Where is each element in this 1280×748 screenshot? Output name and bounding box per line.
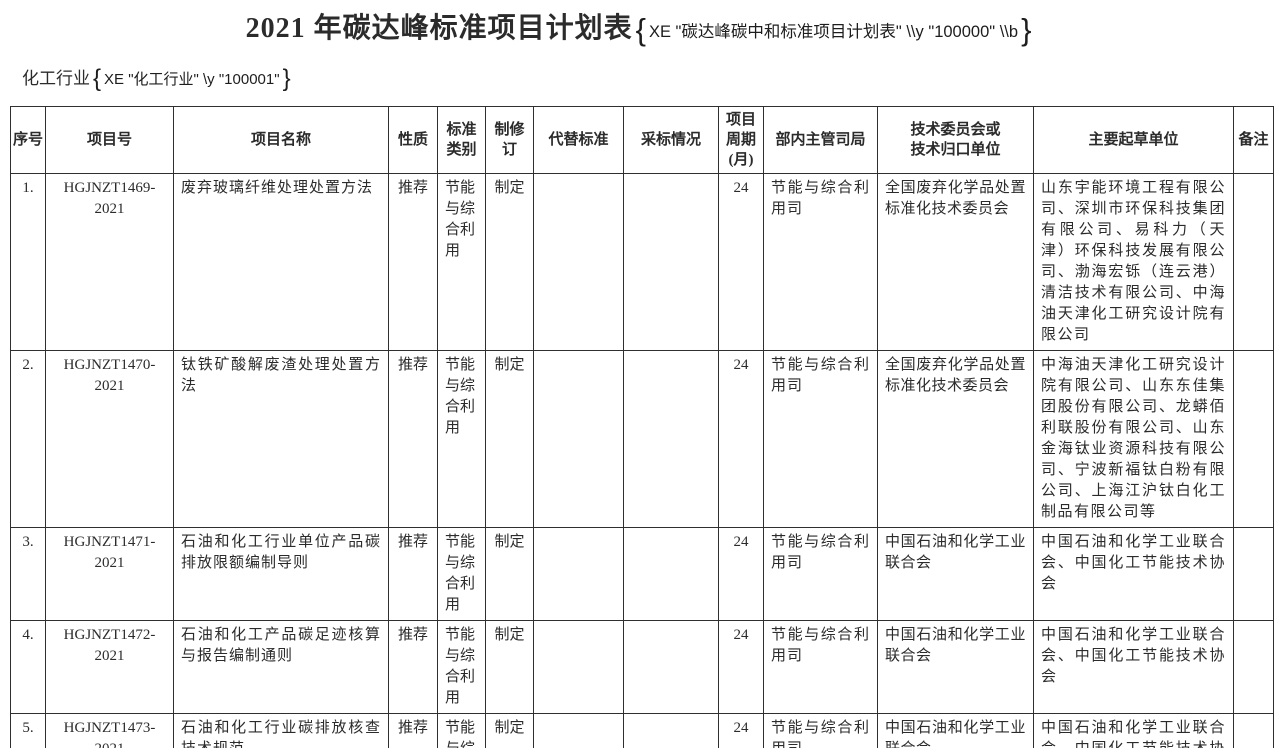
column-header-action: 制修订 [485,106,534,174]
cell-committee: 全国废弃化学品处置标准化技术委员会 [877,350,1034,528]
cell-no: 1. [10,173,46,351]
cell-action: 制定 [485,173,534,351]
cell-nature: 推荐 [388,620,438,714]
column-header-nature: 性质 [388,106,438,174]
cell-period: 24 [718,350,764,528]
cell-category: 节能与综合利用 [437,713,486,748]
cell-period: 24 [718,527,764,621]
cell-drafters: 中国石油和化学工业联合会、中国化工节能技术协会 [1033,713,1234,748]
section-label: 化工行业 [22,69,90,88]
column-header-no: 序号 [10,106,46,174]
cell-name: 钛铁矿酸解废渣处理处置方法 [173,350,389,528]
cell-adoption [623,527,719,621]
cell-action: 制定 [485,350,534,528]
column-header-name: 项目名称 [173,106,389,174]
cell-committee: 中国石油和化学工业联合会 [877,713,1034,748]
cell-replaced [533,173,624,351]
cell-adoption [623,350,719,528]
cell-nature: 推荐 [388,527,438,621]
cell-drafters: 山东宇能环境工程有限公司、深圳市环保科技集团有限公司、易科力（天津）环保科技发展… [1033,173,1234,351]
cell-action: 制定 [485,620,534,714]
cell-no: 3. [10,527,46,621]
document-title-line: 2021 年碳达峰标准项目计划表{XE "碳达峰碳中和标准项目计划表" \\y … [0,6,1280,48]
cell-category: 节能与综合利用 [437,620,486,714]
cell-no: 4. [10,620,46,714]
cell-nature: 推荐 [388,350,438,528]
cell-committee: 中国石油和化学工业联合会 [877,620,1034,714]
column-header-committee: 技术委员会或 技术归口单位 [877,106,1034,174]
cell-dept: 节能与综合利用司 [763,713,878,748]
field-open-brace: { [93,65,102,92]
column-header-dept: 部内主管司局 [763,106,878,174]
page-title: 2021 年碳达峰标准项目计划表 [245,13,633,44]
cell-dept: 节能与综合利用司 [763,527,878,621]
column-header-period: 项目周期(月) [718,106,764,174]
table-row: 5.HGJNZT1473-2021石油和化工行业碳排放核查技术规范推荐节能与综合… [10,713,1274,748]
cell-no: 5. [10,713,46,748]
column-header-replaced: 代替标准 [533,106,624,174]
cell-replaced [533,527,624,621]
cell-nature: 推荐 [388,173,438,351]
cell-code: HGJNZT1470-2021 [45,350,174,528]
cell-no: 2. [10,350,46,528]
cell-adoption [623,713,719,748]
column-header-drafters: 主要起草单位 [1033,106,1234,174]
field-close-brace: } [1021,12,1032,47]
cell-remark [1233,173,1274,351]
cell-replaced [533,350,624,528]
cell-dept: 节能与综合利用司 [763,350,878,528]
cell-name: 石油和化工行业碳排放核查技术规范 [173,713,389,748]
cell-nature: 推荐 [388,713,438,748]
cell-name: 废弃玻璃纤维处理处置方法 [173,173,389,351]
cell-period: 24 [718,620,764,714]
table-row: 4. HGJNZT1472-2021 石油和化工产品碳足迹核算与报告编制通则 推荐 节能… [10,620,1274,714]
table-row: 2. HGJNZT1470-2021 钛铁矿酸解废渣处理处置方法 推荐 节能与综合利用制… [10,350,1274,528]
cell-dept: 节能与综合利用司 [763,620,878,714]
cell-code: HGJNZT1472-2021 [45,620,174,714]
cell-period: 24 [718,173,764,351]
cell-drafters: 中海油天津化工研究设计院有限公司、山东东佳集团股份有限公司、龙蟒佰利联股份有限公… [1033,350,1234,528]
section-heading: 化工行业{XE "化工行业" \y "100001"} [22,64,1280,93]
cell-name: 石油和化工行业单位产品碳排放限额编制导则 [173,527,389,621]
field-code-text: XE "碳达峰碳中和标准项目计划表" \\y "100000" \\b [648,23,1019,41]
field-close-brace: } [282,65,291,92]
cell-code: HGJNZT1471-2021 [45,527,174,621]
cell-name: 石油和化工产品碳足迹核算与报告编制通则 [173,620,389,714]
cell-drafters: 中国石油和化学工业联合会、中国化工节能技术协会 [1033,527,1234,621]
cell-code: HGJNZT1469-2021 [45,173,174,351]
section-index-field-code: {XE "化工行业" \y "100001"} [90,65,294,92]
cell-category: 节能与综合利用 [437,350,486,528]
cell-category: 节能与综合利用 [437,527,486,621]
cell-committee: 全国废弃化学品处置标准化技术委员会 [877,173,1034,351]
table-row: 3. HGJNZT1471-2021 石油和化工行业单位产品碳排放限额编制导则 推荐节… [10,527,1274,621]
column-header-code: 项目号 [45,106,174,174]
cell-drafters: 中国石油和化学工业联合会、中国化工节能技术协会 [1033,620,1234,714]
cell-dept: 节能与综合利用司 [763,173,878,351]
cell-adoption [623,620,719,714]
cell-remark [1233,350,1274,528]
title-index-field-code: {XE "碳达峰碳中和标准项目计划表" \\y "100000" \\b} [633,12,1035,47]
table-row: 1. HGJNZT1469-2021 废弃玻璃纤维处理处置方法 推荐 节能与综合利用 制定… [10,173,1274,351]
cell-remark [1233,713,1274,748]
cell-committee: 中国石油和化学工业联合会 [877,527,1034,621]
cell-adoption [623,173,719,351]
cell-category: 节能与综合利用 [437,173,486,351]
field-code-text: XE "化工行业" \y "100001" [104,71,280,88]
cell-code: HGJNZT1473-2021 [45,713,174,748]
cell-action: 制定 [485,527,534,621]
cell-remark [1233,527,1274,621]
column-header-remark: 备注 [1233,106,1274,174]
column-header-category: 标准类别 [437,106,486,174]
standards-plan-table: 序号 项目号 项目名称 性质 标准类别 制修订 代替标准 采标情况 项目周期(月) 部内主管司局技… [10,106,1274,748]
cell-action: 制定 [485,713,534,748]
cell-replaced [533,713,624,748]
cell-period: 24 [718,713,764,748]
table-header-row: 序号 项目号 项目名称 性质 标准类别 制修订 代替标准 采标情况 项目周期(月) 部内主管司局技… [10,106,1274,174]
field-open-brace: { [635,12,646,47]
column-header-adoption: 采标情况 [623,106,719,174]
cell-remark [1233,620,1274,714]
cell-replaced [533,620,624,714]
